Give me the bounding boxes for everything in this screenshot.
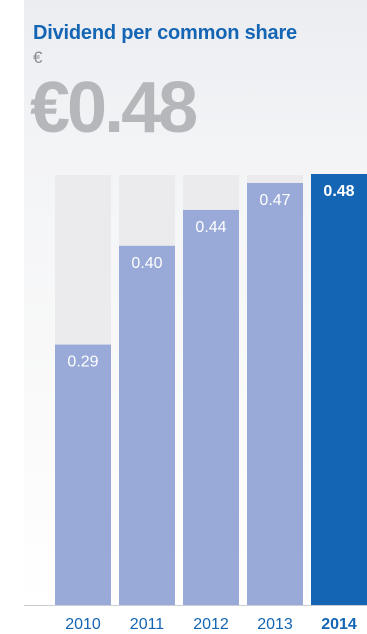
- bar-2012: [183, 209, 239, 605]
- data-label-2011: 0.40: [131, 255, 162, 272]
- data-label-2010: 0.29: [67, 354, 98, 371]
- bar-2013: [247, 182, 303, 605]
- x-tick-label-2011: 2011: [130, 616, 165, 633]
- bar-2014: [311, 174, 367, 605]
- headline-value: €0.48: [30, 68, 198, 148]
- x-axis-baseline: [24, 605, 367, 606]
- x-tick-label-2012: 2012: [193, 616, 229, 633]
- x-tick-label-2014: 2014: [321, 616, 357, 633]
- unit-label: €: [33, 48, 43, 67]
- x-tick-label-2013: 2013: [257, 616, 293, 633]
- data-label-2014: 0.48: [323, 183, 354, 200]
- data-label-2012: 0.44: [195, 219, 226, 236]
- bar-2011: [119, 245, 175, 606]
- x-tick-label-2010: 2010: [65, 616, 101, 633]
- bar-2010: [55, 344, 111, 605]
- data-label-2013: 0.47: [259, 192, 290, 209]
- chart-title: Dividend per common share: [33, 22, 297, 44]
